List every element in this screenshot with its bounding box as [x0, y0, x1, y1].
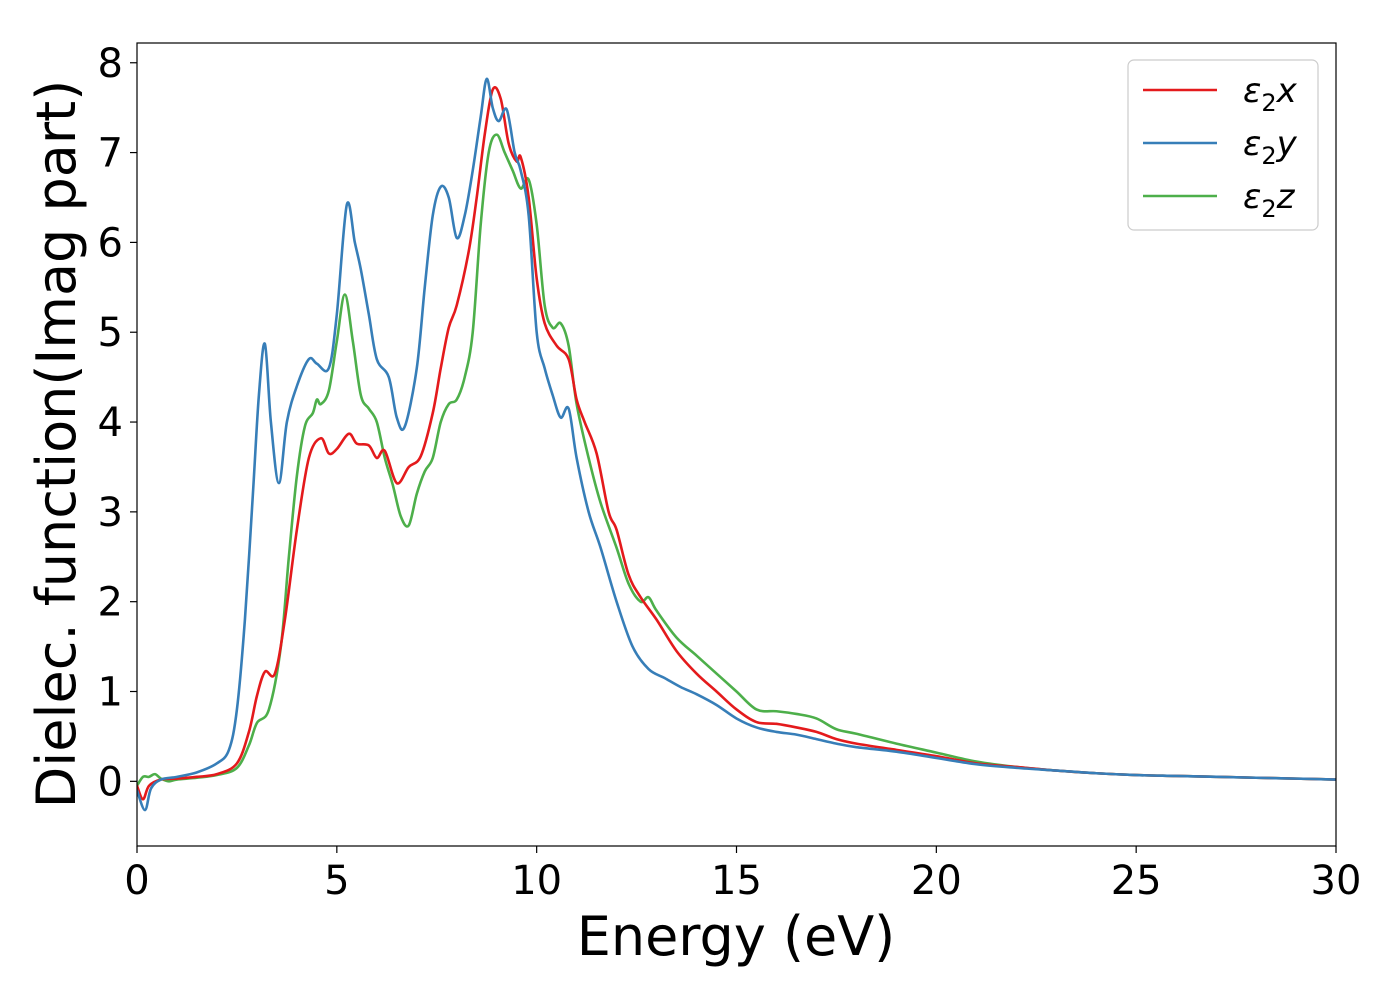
y-tick-label: 3: [98, 490, 123, 536]
legend-label-z: ε2z: [1243, 177, 1296, 223]
y-tick-label: 4: [98, 400, 123, 446]
x-tick-label: 10: [511, 858, 562, 904]
x-tick-label: 0: [124, 858, 149, 904]
y-tick-label: 6: [98, 220, 123, 266]
y-tick-label: 1: [98, 670, 123, 716]
legend-box: [1127, 59, 1319, 231]
y-tick-label: 7: [98, 131, 123, 177]
x-axis-title: Energy (eV): [577, 905, 896, 968]
y-axis-title: Dielec. function(Imag part): [25, 80, 88, 809]
y-tick-label: 2: [98, 580, 123, 626]
y-tick-label: 0: [98, 759, 123, 805]
x-tick-label: 5: [324, 858, 349, 904]
x-tick-label: 20: [911, 858, 962, 904]
y-tick-label: 5: [98, 310, 123, 356]
x-tick-label: 25: [1111, 858, 1162, 904]
legend-label-x: ε2x: [1243, 71, 1298, 117]
x-tick-label: 15: [711, 858, 762, 904]
legend-label-y: ε2y: [1243, 124, 1298, 170]
series-line-y: [137, 77, 1336, 812]
x-tick-label: 30: [1311, 858, 1362, 904]
legend: ε2x ε2y ε2z: [1127, 59, 1319, 231]
y-tick-label: 8: [98, 41, 123, 87]
